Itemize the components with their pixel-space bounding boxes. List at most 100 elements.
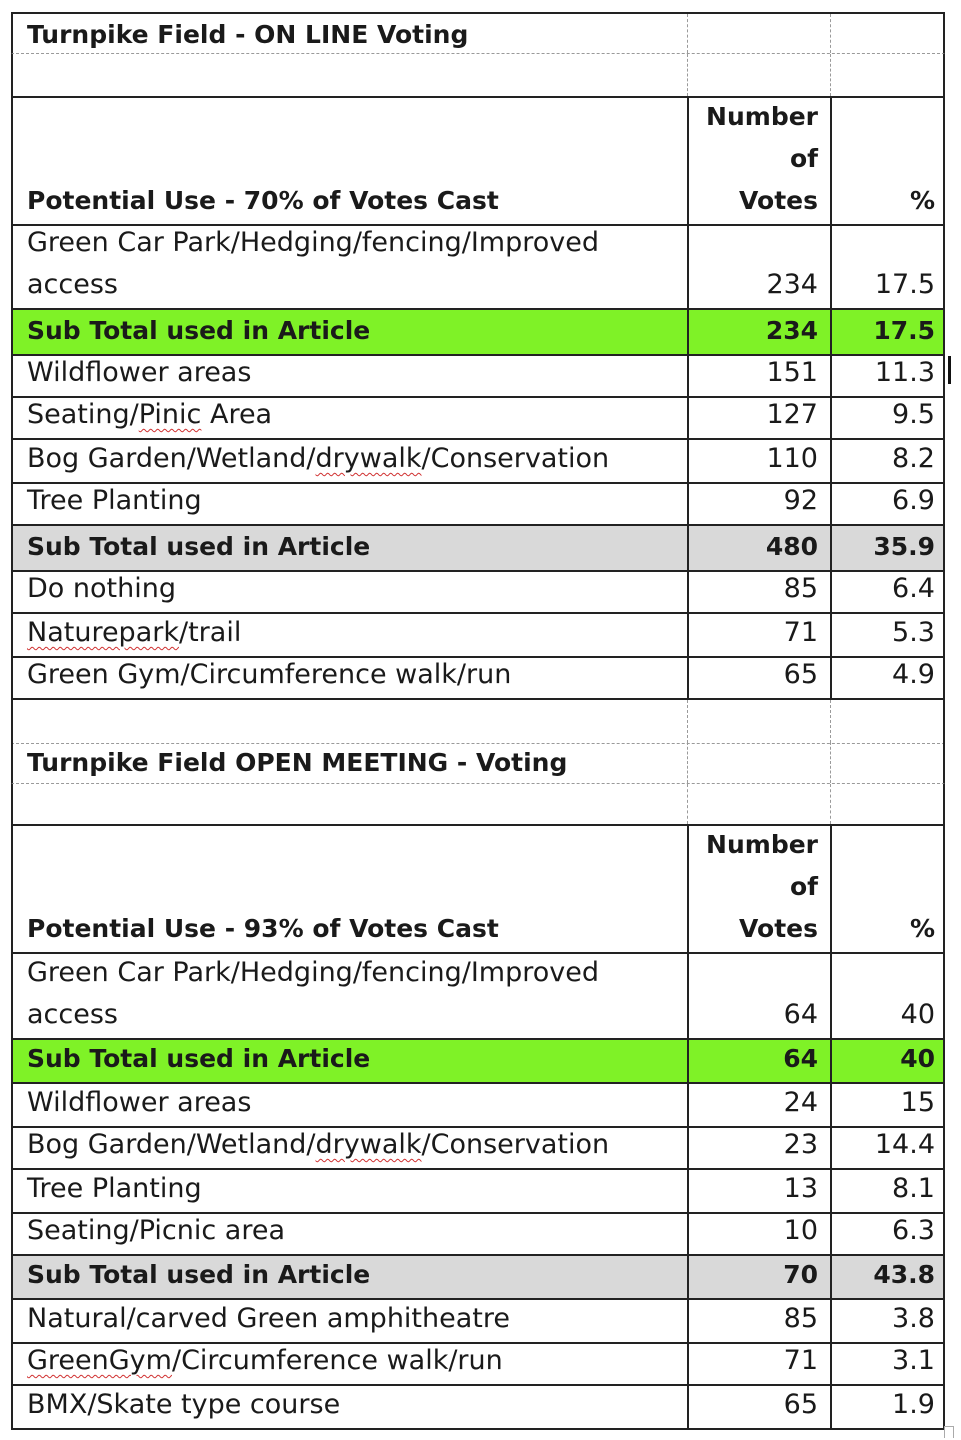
votes-cell: 24 <box>687 1084 830 1126</box>
percent-cell: 6.9 <box>830 484 947 524</box>
table-row: Tree Planting 92 6.9 <box>11 484 945 526</box>
empty-cell <box>687 54 830 96</box>
percent-cell: 3.8 <box>830 1300 947 1342</box>
potential-use-cell: Bog Garden/Wetland/drywalk/Conservation <box>27 1129 610 1160</box>
potential-use-cell: Tree Planting <box>27 1173 202 1204</box>
table-row: Naturepark/trail 71 5.3 <box>11 614 945 658</box>
table-row: Seating/Picnic area 10 6.3 <box>11 1214 945 1256</box>
percent-cell: 17.5 <box>830 226 947 308</box>
percent-cell: 11.3 <box>830 356 947 396</box>
empty-cell <box>13 784 687 824</box>
votes-cell: 23 <box>687 1128 830 1168</box>
empty-cell <box>13 54 687 96</box>
percent-cell: 40 <box>830 1040 947 1082</box>
empty-cell <box>830 14 947 53</box>
potential-use-cell: Wildflower areas <box>27 357 252 388</box>
votes-cell: 92 <box>687 484 830 524</box>
spellcheck-word: GreenGym <box>27 1345 172 1376</box>
percent-cell: 43.8 <box>830 1256 947 1298</box>
potential-use-cell: Natural/carved Green amphitheatre <box>27 1303 510 1334</box>
potential-use-cell: Sub Total used in Article <box>27 1260 371 1289</box>
potential-use-cell: Green Gym/Circumference walk/run <box>27 659 512 690</box>
votes-cell: 234 <box>687 226 830 308</box>
percent-cell: 35.9 <box>830 526 947 570</box>
potential-use-cell: Tree Planting <box>27 485 202 516</box>
header-potential-use: Potential Use - 70% of Votes Cast <box>27 186 499 215</box>
votes-cell: 65 <box>687 658 830 698</box>
grey-subtotal-row: Sub Total used in Article 70 43.8 <box>11 1256 945 1300</box>
empty-cell <box>687 700 830 743</box>
online-voting-table: Turnpike Field - ON LINE Voting Potential… <box>11 12 945 744</box>
potential-use-cell: BMX/Skate type course <box>27 1389 341 1420</box>
header-number-of-votes: Number of Votes <box>687 98 830 224</box>
empty-cell <box>687 784 830 824</box>
votes-cell: 127 <box>687 398 830 438</box>
percent-cell: 40 <box>830 954 947 1038</box>
percent-cell: 15 <box>830 1084 947 1126</box>
empty-cell <box>687 742 830 783</box>
spellcheck-word: Naturepark <box>27 617 179 648</box>
header-row: Potential Use - 93% of Votes Cast Number o… <box>11 826 945 954</box>
potential-use-cell: Seating/Pinic Area <box>27 399 273 430</box>
spellcheck-word: drywalk <box>315 1129 422 1160</box>
potential-use-cell: Green Car Park/Hedging/fencing/Improved a… <box>27 227 599 300</box>
votes-cell: 110 <box>687 440 830 482</box>
votes-cell: 70 <box>687 1256 830 1298</box>
grey-subtotal-row: Sub Total used in Article 480 35.9 <box>11 526 945 572</box>
empty-cell <box>830 742 947 783</box>
votes-cell: 65 <box>687 1386 830 1428</box>
percent-cell: 14.4 <box>830 1128 947 1168</box>
table-row: Bog Garden/Wetland/drywalk/Conservation 1… <box>11 440 945 484</box>
table-title: Turnpike Field - ON LINE Voting <box>27 20 469 49</box>
potential-use-cell: Sub Total used in Article <box>27 1044 371 1073</box>
header-potential-use: Potential Use - 93% of Votes Cast <box>27 914 499 943</box>
potential-use-cell: Do nothing <box>27 573 176 604</box>
table-row: Wildflower areas 24 15 <box>11 1084 945 1128</box>
blank-row <box>11 784 945 826</box>
resize-corner <box>944 1426 954 1438</box>
header-number-of-votes: Number of Votes <box>687 826 830 952</box>
table-row: Tree Planting 13 8.1 <box>11 1170 945 1214</box>
votes-cell: 71 <box>687 1344 830 1384</box>
table-row: Wildflower areas 151 11.3 <box>11 356 945 398</box>
votes-cell: 13 <box>687 1170 830 1212</box>
percent-cell: 17.5 <box>830 310 947 354</box>
potential-use-cell: Wildflower areas <box>27 1087 252 1118</box>
spellcheck-word: drywalk <box>315 443 422 474</box>
votes-cell: 64 <box>687 954 830 1038</box>
empty-cell <box>830 700 947 743</box>
table-title-row: Turnpike Field OPEN MEETING - Voting <box>11 742 945 784</box>
percent-cell: 6.4 <box>830 572 947 612</box>
votes-cell: 480 <box>687 526 830 570</box>
empty-cell <box>13 700 687 743</box>
potential-use-cell: Naturepark/trail <box>27 617 242 648</box>
meeting-voting-table: Turnpike Field OPEN MEETING - Voting Pote… <box>11 742 945 1430</box>
blank-row <box>11 54 945 98</box>
votes-cell: 151 <box>687 356 830 396</box>
votes-cell: 10 <box>687 1214 830 1254</box>
table-row: Do nothing 85 6.4 <box>11 572 945 614</box>
potential-use-cell: Sub Total used in Article <box>27 316 371 345</box>
table-row: Bog Garden/Wetland/drywalk/Conservation 2… <box>11 1128 945 1170</box>
potential-use-cell: Sub Total used in Article <box>27 532 371 561</box>
potential-use-cell: Bog Garden/Wetland/drywalk/Conservation <box>27 443 610 474</box>
spellcheck-word: Pinic <box>138 399 202 430</box>
header-percent: % <box>830 98 947 224</box>
empty-cell <box>687 14 830 53</box>
table-row: GreenGym/Circumference walk/run 71 3.1 <box>11 1344 945 1386</box>
percent-cell: 8.2 <box>830 440 947 482</box>
votes-cell: 234 <box>687 310 830 354</box>
empty-cell <box>830 54 947 96</box>
header-row: Potential Use - 70% of Votes Cast Number o… <box>11 98 945 226</box>
table-row: Green Car Park/Hedging/fencing/Improved a… <box>11 954 945 1040</box>
empty-cell <box>830 784 947 824</box>
percent-cell: 1.9 <box>830 1386 947 1428</box>
potential-use-cell: Seating/Picnic area <box>27 1215 286 1246</box>
votes-cell: 71 <box>687 614 830 656</box>
potential-use-cell: Green Car Park/Hedging/fencing/Improved a… <box>27 957 599 1030</box>
percent-cell: 5.3 <box>830 614 947 656</box>
blank-row <box>11 700 945 744</box>
table-title-row: Turnpike Field - ON LINE Voting <box>11 12 945 54</box>
percent-cell: 6.3 <box>830 1214 947 1254</box>
